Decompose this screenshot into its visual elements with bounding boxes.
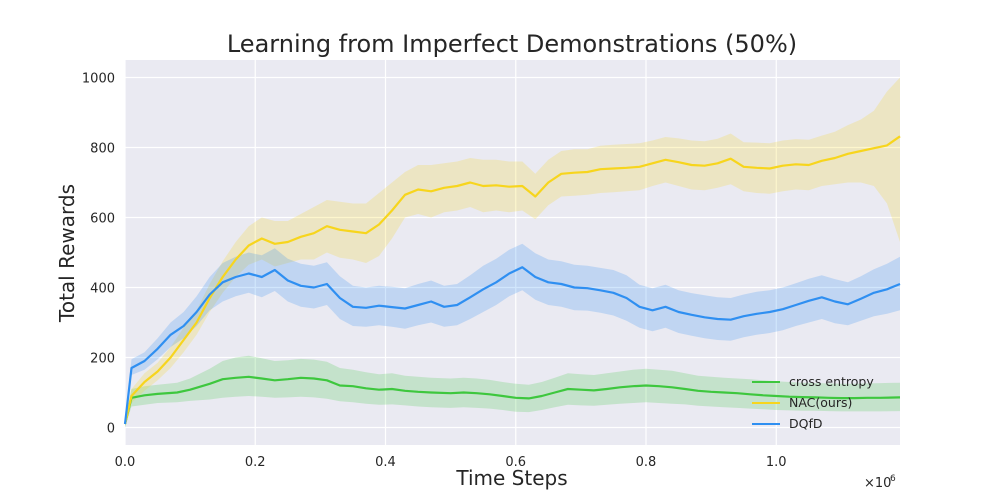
series-lines [123, 135, 901, 425]
x-tick-label: 0.0 [115, 455, 136, 470]
legend-label-nac: NAC(ours) [789, 395, 852, 410]
x-tick-label: 0.4 [375, 455, 396, 470]
x-offset-exponent: 6 [890, 474, 896, 484]
y-tick-label: 200 [90, 352, 115, 367]
legend-label-cross-entropy: cross entropy [789, 374, 874, 389]
y-tick-label: 600 [90, 212, 115, 227]
legend-label-dqfd: DQfD [789, 416, 823, 431]
band-dqfd [125, 243, 900, 428]
x-axis-label: Time Steps [455, 466, 567, 490]
x-offset-base: ×10 [864, 476, 891, 491]
x-tick-label: 0.6 [505, 455, 526, 470]
series-line-nac-ours [123, 135, 901, 425]
series-line-cross-entropy [123, 375, 901, 425]
y-tick-label: 0 [107, 422, 115, 437]
legend: cross entropy NAC(ours) DQfD [752, 374, 874, 431]
chart-title: Learning from Imperfect Demonstrations (… [227, 30, 797, 58]
x-tick-label: 0.8 [636, 455, 657, 470]
y-tick-label: 800 [90, 142, 115, 157]
band-cross-entropy [125, 355, 900, 428]
plot-area [125, 60, 900, 445]
y-tick-label: 400 [90, 282, 115, 297]
x-axis-ticks: 0.0 0.2 0.4 0.6 0.8 1.0 [115, 455, 787, 470]
y-axis-ticks: 0 200 400 600 800 1000 [82, 72, 115, 437]
y-tick-label: 1000 [82, 72, 115, 87]
x-offset-label: ×10 6 [864, 474, 896, 491]
series-line-dqfd [123, 266, 901, 425]
grid [124, 60, 900, 445]
x-tick-label: 1.0 [766, 455, 787, 470]
x-tick-label: 0.2 [245, 455, 266, 470]
y-axis-label: Total Rewards [55, 184, 79, 323]
